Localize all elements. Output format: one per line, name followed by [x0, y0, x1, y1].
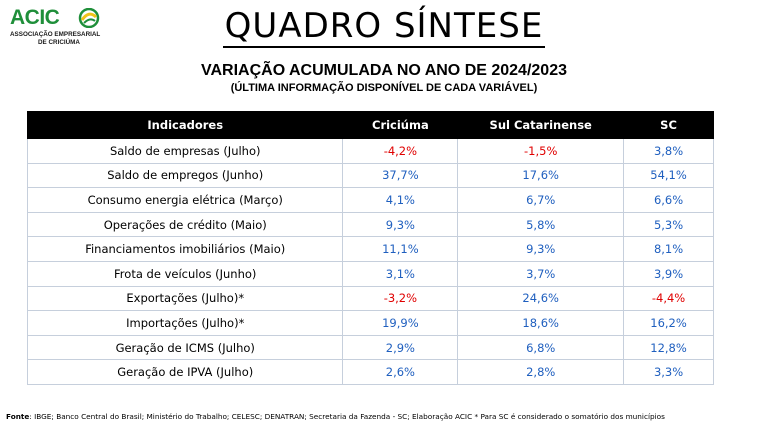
sc-value-cell: -4,4% — [623, 285, 714, 312]
page-title: QUADRO SÍNTESE — [0, 6, 768, 48]
criciuma-value-cell: 2,6% — [342, 359, 459, 385]
criciuma-value-cell: -4,2% — [342, 138, 459, 164]
sc-value-cell: 16,2% — [623, 310, 714, 336]
table-row: Consumo energia elétrica (Março) 4,1% 6,7%… — [26, 187, 714, 213]
sc-value-cell: 54,1% — [623, 162, 714, 189]
header-sul-catarinense: Sul Catarinense — [457, 111, 625, 139]
sc-value-cell: 3,3% — [623, 359, 714, 385]
indicator-cell: Exportações (Julho)* — [26, 285, 344, 312]
sc-value-cell: 8,1% — [623, 236, 714, 262]
summary-table: Indicadores Criciúma Sul Catarinense SC … — [26, 111, 714, 385]
sul-catarinense-value-cell: 18,6% — [457, 310, 625, 336]
criciuma-value-cell: 11,1% — [342, 236, 459, 262]
sul-catarinense-value-cell: 9,3% — [457, 236, 625, 262]
acic-logo: ACIC ASSOCIAÇÃO EMPRESARIAL DE CRICIÚMA — [6, 6, 126, 50]
footer-label: Fonte — [6, 412, 30, 421]
table-row: Saldo de empregos (Junho) 37,7% 17,6% 54,1% — [26, 162, 714, 189]
sul-catarinense-value-cell: 6,7% — [457, 187, 625, 213]
table-row: Financiamentos imobiliários (Maio) 11,1% 9… — [26, 236, 714, 262]
sul-catarinense-value-cell: 5,8% — [457, 211, 625, 238]
sul-catarinense-value-cell: 6,8% — [457, 334, 625, 361]
sul-catarinense-value-cell: 24,6% — [457, 285, 625, 312]
table-row: Geração de ICMS (Julho) 2,9% 6,8% 12,8% — [26, 334, 714, 361]
page-subtitle: VARIAÇÃO ACUMULADA NO ANO DE 2024/2023 — [201, 62, 567, 79]
table-row: Saldo de empresas (Julho) -4,2% -1,5% 3,8% — [26, 138, 714, 164]
logo-subtitle: ASSOCIAÇÃO EMPRESARIAL DE CRICIÚMA — [10, 31, 120, 46]
sul-catarinense-value-cell: 2,8% — [457, 359, 625, 385]
table-row: Frota de veículos (Junho) 3,1% 3,7% 3,9% — [26, 260, 714, 287]
indicator-cell: Geração de ICMS (Julho) — [26, 334, 344, 361]
header-criciuma: Criciúma — [342, 111, 459, 139]
criciuma-value-cell: 4,1% — [342, 187, 459, 213]
sc-value-cell: 12,8% — [623, 334, 714, 361]
table-row: Exportações (Julho)* -3,2% 24,6% -4,4% — [26, 285, 714, 312]
footer-text: : IBGE; Banco Central do Brasil; Ministé… — [29, 412, 665, 421]
indicator-cell: Financiamentos imobiliários (Maio) — [26, 236, 344, 262]
source-footer: Fonte: IBGE; Banco Central do Brasil; Mi… — [6, 412, 665, 421]
indicator-cell: Operações de crédito (Maio) — [26, 211, 344, 238]
indicator-cell: Consumo energia elétrica (Março) — [26, 187, 344, 213]
criciuma-value-cell: 2,9% — [342, 334, 459, 361]
logo-line-2: DE CRICIÚMA — [38, 38, 80, 46]
logo-wordmark: ACIC — [10, 6, 60, 29]
table-row: Importações (Julho)* 19,9% 18,6% 16,2% — [26, 310, 714, 336]
sc-value-cell: 5,3% — [623, 211, 714, 238]
header-sc: SC — [623, 111, 714, 139]
table-body: Saldo de empresas (Julho) -4,2% -1,5% 3,8% S… — [26, 138, 714, 385]
sc-value-cell: 3,9% — [623, 260, 714, 287]
table-header-row: Indicadores Criciúma Sul Catarinense SC — [26, 111, 714, 139]
logo-line-1: ASSOCIAÇÃO EMPRESARIAL — [10, 31, 101, 38]
logo-swirl-icon — [78, 8, 100, 28]
indicator-cell: Saldo de empresas (Julho) — [26, 138, 344, 164]
sul-catarinense-value-cell: 17,6% — [457, 162, 625, 189]
criciuma-value-cell: 3,1% — [342, 260, 459, 287]
table-row: Operações de crédito (Maio) 9,3% 5,8% 5,3% — [26, 211, 714, 238]
sul-catarinense-value-cell: 3,7% — [457, 260, 625, 287]
indicator-cell: Frota de veículos (Junho) — [26, 260, 344, 287]
criciuma-value-cell: 37,7% — [342, 162, 459, 189]
indicator-cell: Saldo de empregos (Junho) — [26, 162, 344, 189]
criciuma-value-cell: -3,2% — [342, 285, 459, 312]
sc-value-cell: 3,8% — [623, 138, 714, 164]
header-indicadores: Indicadores — [26, 111, 344, 139]
criciuma-value-cell: 19,9% — [342, 310, 459, 336]
indicator-cell: Importações (Julho)* — [26, 310, 344, 336]
sc-value-cell: 6,6% — [623, 187, 714, 213]
sul-catarinense-value-cell: -1,5% — [457, 138, 625, 164]
criciuma-value-cell: 9,3% — [342, 211, 459, 238]
page-title-text: QUADRO SÍNTESE — [222, 6, 546, 48]
table-row: Geração de IPVA (Julho) 2,6% 2,8% 3,3% — [26, 359, 714, 385]
page-subtitle-note: (ÚLTIMA INFORMAÇÃO DISPONÍVEL DE CADA VA… — [230, 82, 538, 94]
indicator-cell: Geração de IPVA (Julho) — [26, 359, 344, 385]
